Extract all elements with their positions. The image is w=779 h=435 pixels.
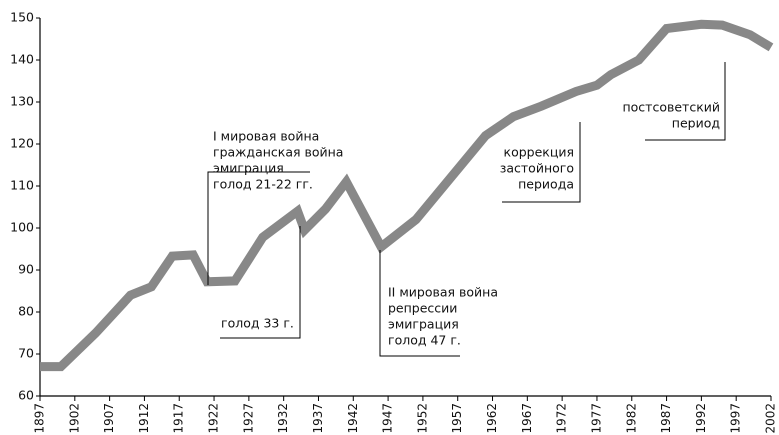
- annotation-leader: [502, 122, 581, 203]
- x-tick-label: 1987: [659, 403, 673, 434]
- annotation-text: эмиграция: [388, 317, 459, 332]
- x-tick-label: 1917: [172, 403, 186, 434]
- x-tick-label: 1957: [450, 403, 464, 434]
- annotation-text: голод 47 г.: [388, 333, 461, 348]
- x-tick-label: 1902: [67, 403, 81, 434]
- annotation-text: репрессии: [388, 301, 457, 316]
- x-tick-label: 1952: [415, 403, 429, 434]
- x-tick-label: 1992: [694, 403, 708, 434]
- y-tick-label: 150: [10, 10, 34, 25]
- data-line: [40, 19, 774, 372]
- y-tick-label: 60: [18, 388, 34, 403]
- y-tick-label: 130: [10, 94, 34, 109]
- annotation-text: коррекция: [504, 145, 574, 160]
- annotation-text: постсоветский: [622, 100, 720, 115]
- x-tick-label: 2002: [764, 403, 778, 434]
- annotation-leader: [645, 62, 726, 141]
- x-tick-label: 1947: [381, 403, 395, 434]
- annotation-text: II мировая война: [388, 285, 498, 300]
- annotation-text: эмиграция: [213, 161, 284, 176]
- annotation-text: гражданская война: [213, 145, 343, 160]
- annotation-text: голод 33 г.: [221, 316, 294, 331]
- y-tick-label: 110: [10, 178, 34, 193]
- annotation-text: голод 21-22 гг.: [213, 177, 313, 192]
- x-tick-label: 1897: [33, 403, 47, 434]
- y-tick-label: 80: [18, 304, 34, 319]
- x-tick-label: 1932: [276, 403, 290, 434]
- x-tick-label: 1972: [555, 403, 569, 434]
- annotation-text: I мировая война: [213, 129, 319, 144]
- annotation-leader: [379, 250, 460, 357]
- annotation-text: застойного: [500, 161, 574, 176]
- x-tick-label: 1912: [137, 403, 151, 434]
- y-tick-label: 90: [18, 262, 34, 277]
- x-tick-label: 1962: [485, 403, 499, 434]
- annotation-leader: [207, 171, 310, 285]
- x-tick-label: 1982: [624, 403, 638, 434]
- annotation-text: период: [672, 116, 720, 131]
- x-tick-label: 1927: [241, 403, 255, 434]
- x-tick-label: 1937: [311, 403, 325, 434]
- x-tick-label: 1997: [729, 403, 743, 434]
- y-tick-label: 120: [10, 136, 34, 151]
- y-tick-label: 100: [10, 220, 34, 235]
- x-tick-label: 1922: [207, 403, 221, 434]
- y-tick-label: 140: [10, 52, 34, 67]
- annotation-text: периода: [518, 177, 574, 192]
- annotation-leader: [220, 226, 301, 339]
- x-tick-label: 1942: [346, 403, 360, 434]
- y-tick-label: 70: [18, 346, 34, 361]
- x-tick-label: 1907: [102, 403, 116, 434]
- x-tick-label: 1967: [520, 403, 534, 434]
- x-tick-label: 1977: [589, 403, 603, 434]
